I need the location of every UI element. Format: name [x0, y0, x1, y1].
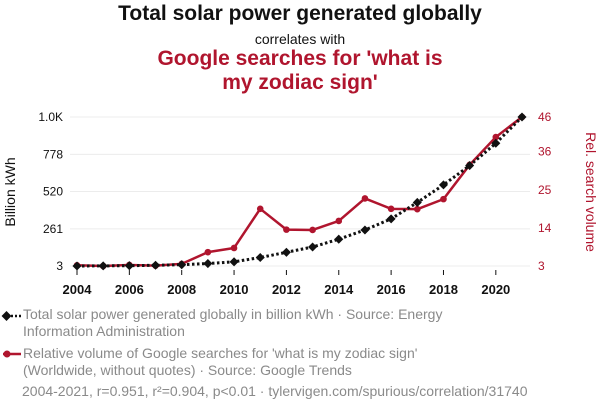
- right-tick-label: 36: [538, 145, 552, 159]
- left-tick-label: 3: [56, 259, 63, 273]
- solar-point: [255, 252, 265, 263]
- right-tick-label: 25: [538, 183, 552, 197]
- right-tick-label: 3: [538, 259, 545, 273]
- left-tick-label: 261: [43, 222, 63, 236]
- zodiac-point: [204, 248, 212, 256]
- solar-point: [203, 259, 213, 269]
- x-tick-label: 2006: [115, 282, 144, 297]
- x-tick-label: 2014: [324, 282, 354, 297]
- chart-footer: 2004-2021, r=0.951, r²=0.904, p<0.01 · t…: [22, 383, 528, 399]
- chart-title: Total solar power generated globally: [118, 2, 482, 25]
- x-tick-label: 2018: [429, 282, 458, 297]
- solar-point: [177, 260, 187, 270]
- chart-subtitle: correlates with: [254, 31, 346, 47]
- x-tick-label: 2004: [63, 282, 93, 297]
- right-axis-label: Rel. search volume: [583, 132, 599, 252]
- right-tick-label: 14: [538, 221, 552, 235]
- solar-point: [360, 225, 370, 235]
- zodiac-point: [440, 195, 447, 203]
- right-tick-label: 46: [538, 110, 552, 124]
- solar-point: [386, 214, 396, 224]
- legend-zodiac-line2: (Worldwide, without quotes) · Source: Go…: [23, 362, 352, 378]
- zodiac-point: [256, 205, 264, 213]
- x-tick-label: 2010: [220, 282, 249, 297]
- legend-solar-line1: Total solar power generated globally in …: [23, 306, 443, 322]
- zodiac-point: [309, 226, 316, 234]
- zodiac-point: [361, 195, 369, 202]
- legend-marker-solar: [1, 311, 21, 321]
- x-tick-label: 2020: [481, 282, 510, 297]
- x-tick-label: 2012: [272, 282, 301, 297]
- legend-marker-zodiac: [3, 350, 21, 358]
- series-line-zodiac: [76, 116, 523, 268]
- solar-point: [98, 261, 108, 271]
- left-tick-label: 1.0K: [38, 110, 63, 124]
- x-axis-ticks: 2004 2006 2008 2010 2012 2014 2016 2018 2020: [63, 270, 510, 297]
- left-tick-label: 778: [43, 147, 63, 161]
- right-axis-ticks: 3 14 25 36 46: [538, 110, 552, 273]
- solar-point: [281, 247, 291, 257]
- gridlines: [70, 116, 530, 267]
- zodiac-point: [230, 244, 238, 252]
- x-tick-label: 2008: [167, 282, 196, 297]
- solar-point: [308, 242, 318, 252]
- solar-point: [72, 261, 82, 271]
- solar-point: [438, 180, 448, 190]
- left-axis-ticks: 3 261 520 778 1.0K: [38, 110, 63, 273]
- zodiac-point: [413, 205, 421, 213]
- solar-point: [229, 257, 239, 267]
- chart-title-secondary: Google searches for 'what is my zodiac s…: [157, 47, 443, 94]
- series-group: [72, 112, 527, 271]
- x-tick-label: 2016: [377, 282, 406, 297]
- left-tick-label: 520: [43, 185, 63, 199]
- solar-point: [124, 261, 134, 271]
- solar-point: [491, 138, 501, 148]
- legend-zodiac-line1: Relative volume of Google searches for '…: [23, 345, 418, 361]
- zodiac-point: [335, 217, 343, 225]
- zodiac-point: [387, 205, 395, 213]
- left-axis-label: Billion kWh: [2, 157, 18, 226]
- zodiac-point: [283, 226, 290, 233]
- legend-solar-line2: Information Administration: [23, 323, 185, 339]
- solar-point: [151, 260, 161, 270]
- zodiac-point: [492, 133, 500, 141]
- solar-point: [334, 234, 344, 244]
